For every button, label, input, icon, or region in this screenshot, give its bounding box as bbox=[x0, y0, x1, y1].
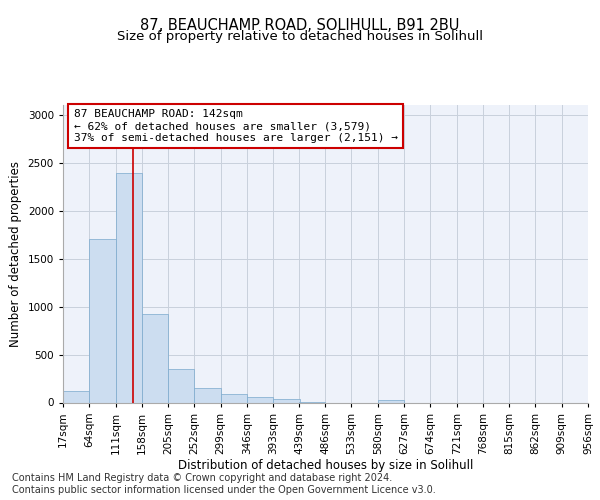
Y-axis label: Number of detached properties: Number of detached properties bbox=[9, 161, 22, 347]
X-axis label: Distribution of detached houses by size in Solihull: Distribution of detached houses by size … bbox=[178, 459, 473, 472]
Bar bbox=[168, 369, 194, 402]
Bar bbox=[194, 388, 221, 402]
Bar bbox=[221, 394, 247, 402]
Text: 87, BEAUCHAMP ROAD, SOLIHULL, B91 2BU: 87, BEAUCHAMP ROAD, SOLIHULL, B91 2BU bbox=[140, 18, 460, 32]
Text: Contains HM Land Registry data © Crown copyright and database right 2024.
Contai: Contains HM Land Registry data © Crown c… bbox=[12, 474, 436, 495]
Bar bbox=[89, 240, 116, 402]
Bar bbox=[142, 314, 168, 402]
Bar bbox=[63, 391, 89, 402]
Text: 87 BEAUCHAMP ROAD: 142sqm
← 62% of detached houses are smaller (3,579)
37% of se: 87 BEAUCHAMP ROAD: 142sqm ← 62% of detac… bbox=[74, 110, 398, 142]
Text: Size of property relative to detached houses in Solihull: Size of property relative to detached ho… bbox=[117, 30, 483, 43]
Bar bbox=[116, 173, 142, 402]
Bar bbox=[273, 399, 299, 402]
Bar bbox=[247, 397, 273, 402]
Bar bbox=[378, 400, 404, 402]
